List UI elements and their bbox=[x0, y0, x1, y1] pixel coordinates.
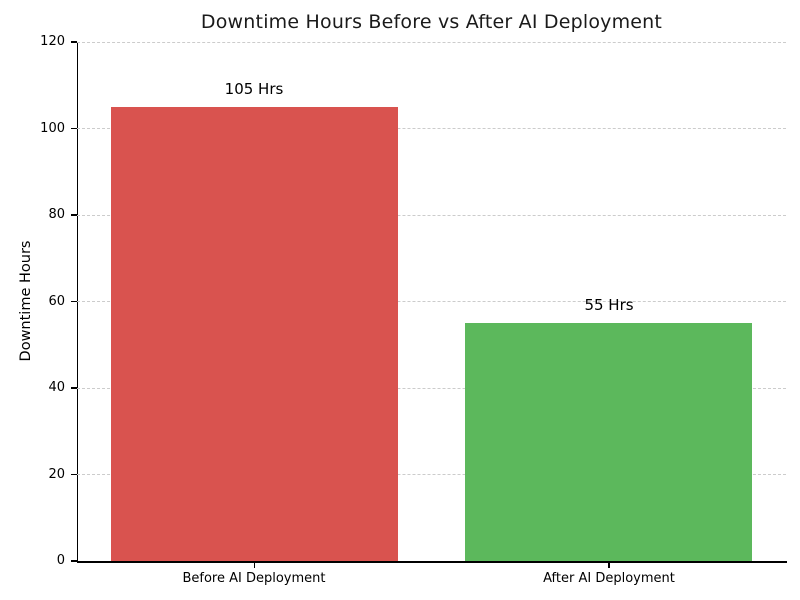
xtick-mark bbox=[608, 563, 610, 568]
gridline-y60 bbox=[77, 301, 786, 302]
ytick-mark bbox=[71, 473, 77, 476]
bar-after bbox=[465, 323, 752, 561]
ytick-label: 40 bbox=[48, 380, 65, 395]
ytick-mark bbox=[71, 387, 77, 389]
ytick-label: 120 bbox=[40, 34, 65, 49]
chart-title: Downtime Hours Before vs After AI Deploy… bbox=[200, 11, 663, 33]
ytick-label: 60 bbox=[48, 293, 65, 309]
gridline-y20 bbox=[77, 474, 786, 475]
bar-before bbox=[111, 107, 398, 561]
xtick-label-before: Before AI Deployment bbox=[182, 571, 326, 586]
xtick-label-after: After AI Deployment bbox=[543, 571, 675, 586]
ytick-label: 20 bbox=[48, 466, 65, 482]
ytick-label: 100 bbox=[40, 120, 65, 136]
bar-value-label: 55 Hrs bbox=[584, 296, 634, 314]
gridline-y100 bbox=[77, 128, 786, 129]
gridline-y80 bbox=[77, 214, 786, 216]
plot-area bbox=[77, 42, 787, 563]
ytick-mark bbox=[71, 41, 77, 43]
ytick-mark bbox=[71, 214, 77, 216]
bar-value-label: 105 Hrs bbox=[224, 80, 284, 98]
ytick-mark bbox=[71, 127, 77, 130]
xtick-mark bbox=[253, 563, 255, 568]
gridline-y40 bbox=[77, 387, 786, 389]
ytick-label: 0 bbox=[56, 553, 65, 568]
ytick-mark bbox=[71, 560, 77, 562]
gridline-y120 bbox=[77, 41, 786, 43]
ytick-label: 80 bbox=[48, 207, 65, 222]
ytick-mark bbox=[71, 300, 77, 303]
